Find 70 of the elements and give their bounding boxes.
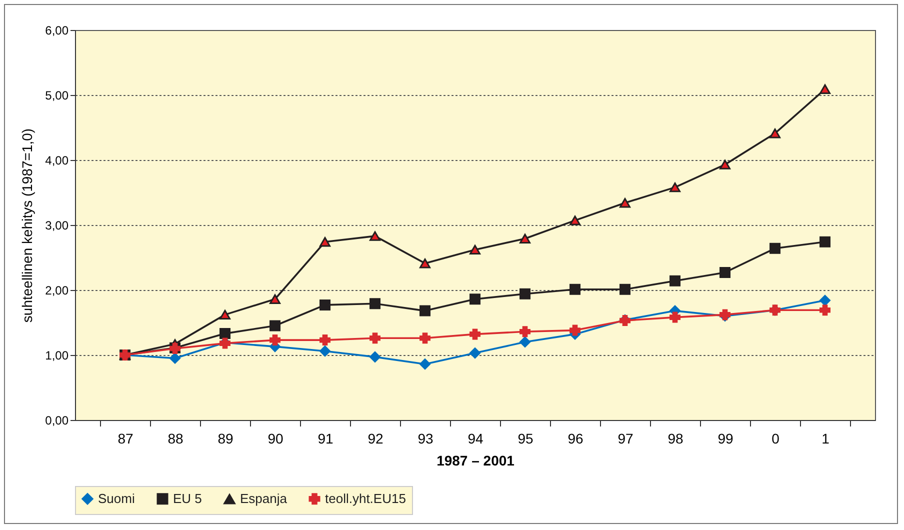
legend-label: EU 5 [173, 490, 202, 506]
point [670, 275, 680, 286]
y-tick-label: 0,00 [45, 414, 69, 428]
y-tick-label: 1,00 [45, 348, 69, 362]
point [720, 160, 730, 170]
x-tick-label: 99 [718, 430, 734, 446]
point [370, 298, 380, 310]
point [270, 294, 280, 304]
x-tick-label: 98 [668, 430, 684, 446]
point [770, 242, 780, 254]
point [620, 284, 630, 295]
point [470, 244, 480, 255]
y-axis-title: suhteellinen kehitys (1987=1,0) [19, 128, 36, 323]
point [420, 305, 430, 316]
y-tick-label: 4,00 [45, 154, 69, 168]
point [220, 328, 230, 340]
point [670, 312, 680, 323]
x-tick-label: 89 [218, 430, 234, 446]
point [320, 299, 330, 310]
point [470, 348, 480, 359]
point [270, 334, 280, 346]
point [370, 231, 380, 241]
x-axis-title: 1987 – 2001 [436, 452, 515, 468]
point [370, 332, 380, 344]
point [670, 182, 680, 192]
x-tick-label: 97 [618, 430, 634, 446]
point [620, 198, 630, 208]
legend-label: Suomi [98, 490, 135, 506]
point [520, 326, 530, 338]
point [820, 304, 830, 316]
point [520, 234, 530, 244]
point [520, 336, 530, 348]
x-tick-label: 96 [568, 430, 584, 446]
x-tick-label: 93 [418, 430, 434, 446]
point [570, 216, 580, 226]
y-tick-label: 6,00 [45, 24, 69, 38]
x-tick-label: 92 [368, 430, 384, 446]
point [320, 334, 330, 346]
point [520, 288, 530, 300]
x-tick-label: 87 [118, 430, 134, 446]
point [320, 237, 330, 247]
point [420, 258, 430, 268]
point [820, 236, 830, 248]
legend-label: Espanja [240, 491, 288, 506]
point [470, 328, 480, 340]
x-tick-label: 1 [822, 430, 830, 446]
y-tick-label: 2,00 [45, 284, 69, 298]
point [370, 351, 380, 362]
point [220, 310, 230, 320]
point [820, 294, 830, 306]
x-tick-label: 88 [168, 430, 184, 446]
y-tick-label: 3,00 [45, 218, 69, 232]
point [570, 324, 580, 336]
point [470, 294, 480, 305]
point [820, 84, 830, 94]
point [420, 358, 430, 370]
point [420, 332, 430, 344]
point [720, 266, 730, 278]
x-tick-label: 90 [268, 430, 284, 446]
x-tick-label: 91 [318, 430, 334, 446]
x-tick-label: 0 [772, 430, 780, 446]
y-tick-label: 5,00 [45, 88, 69, 102]
point [570, 284, 580, 295]
point [270, 320, 280, 332]
point [170, 352, 180, 364]
x-tick-label: 95 [518, 430, 534, 446]
point [320, 346, 330, 357]
legend-label: teoll.yht.EU15 [325, 490, 406, 506]
x-tick-label: 94 [468, 430, 484, 446]
point [770, 128, 780, 138]
